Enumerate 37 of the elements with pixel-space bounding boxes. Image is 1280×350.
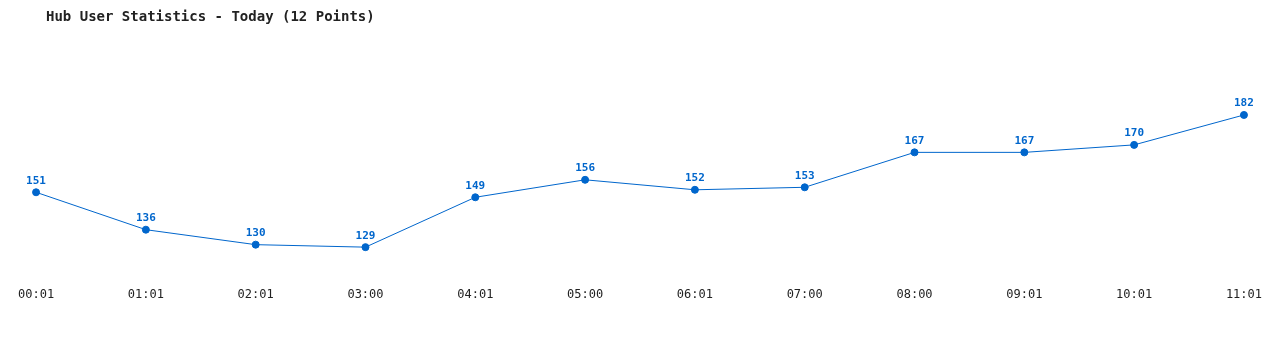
point xyxy=(1239,110,1248,119)
data-label: 129 xyxy=(355,228,376,242)
data-label: 182 xyxy=(1234,96,1254,110)
data-label: 170 xyxy=(1124,126,1145,140)
point xyxy=(690,185,699,194)
point xyxy=(361,243,370,252)
x-tick-label: 02:01 xyxy=(237,286,274,301)
x-tick-label: 09:01 xyxy=(1006,286,1043,301)
point xyxy=(141,225,150,234)
x-tick-label: 11:01 xyxy=(1225,286,1262,301)
point xyxy=(471,193,480,202)
data-label: 152 xyxy=(684,171,705,185)
x-tick-label: 01:01 xyxy=(127,286,164,301)
x-tick-label: 07:00 xyxy=(786,286,823,301)
data-label: 156 xyxy=(575,161,596,175)
data-label: 167 xyxy=(1014,133,1035,147)
data-label: 130 xyxy=(245,226,266,240)
point xyxy=(1020,148,1029,157)
point xyxy=(251,240,260,249)
point xyxy=(32,188,41,197)
x-tick-label: 03:00 xyxy=(347,286,384,301)
x-tick-label: 00:01 xyxy=(18,286,55,301)
point xyxy=(581,175,590,184)
point xyxy=(910,148,919,157)
point xyxy=(800,183,809,192)
x-tick-label: 06:01 xyxy=(676,286,713,301)
data-label: 167 xyxy=(904,133,925,147)
data-label: 151 xyxy=(26,173,47,187)
data-label: 136 xyxy=(135,211,157,225)
x-tick-label: 08:00 xyxy=(896,286,933,301)
x-tick-label: 10:01 xyxy=(1116,286,1153,301)
x-tick-label: 04:01 xyxy=(457,286,494,301)
chart-title: Hub User Statistics - Today (12 Points) xyxy=(46,8,375,24)
data-label: 149 xyxy=(465,178,486,192)
x-tick-label: 05:00 xyxy=(567,286,604,301)
point xyxy=(1130,140,1139,149)
data-label: 153 xyxy=(794,168,815,182)
